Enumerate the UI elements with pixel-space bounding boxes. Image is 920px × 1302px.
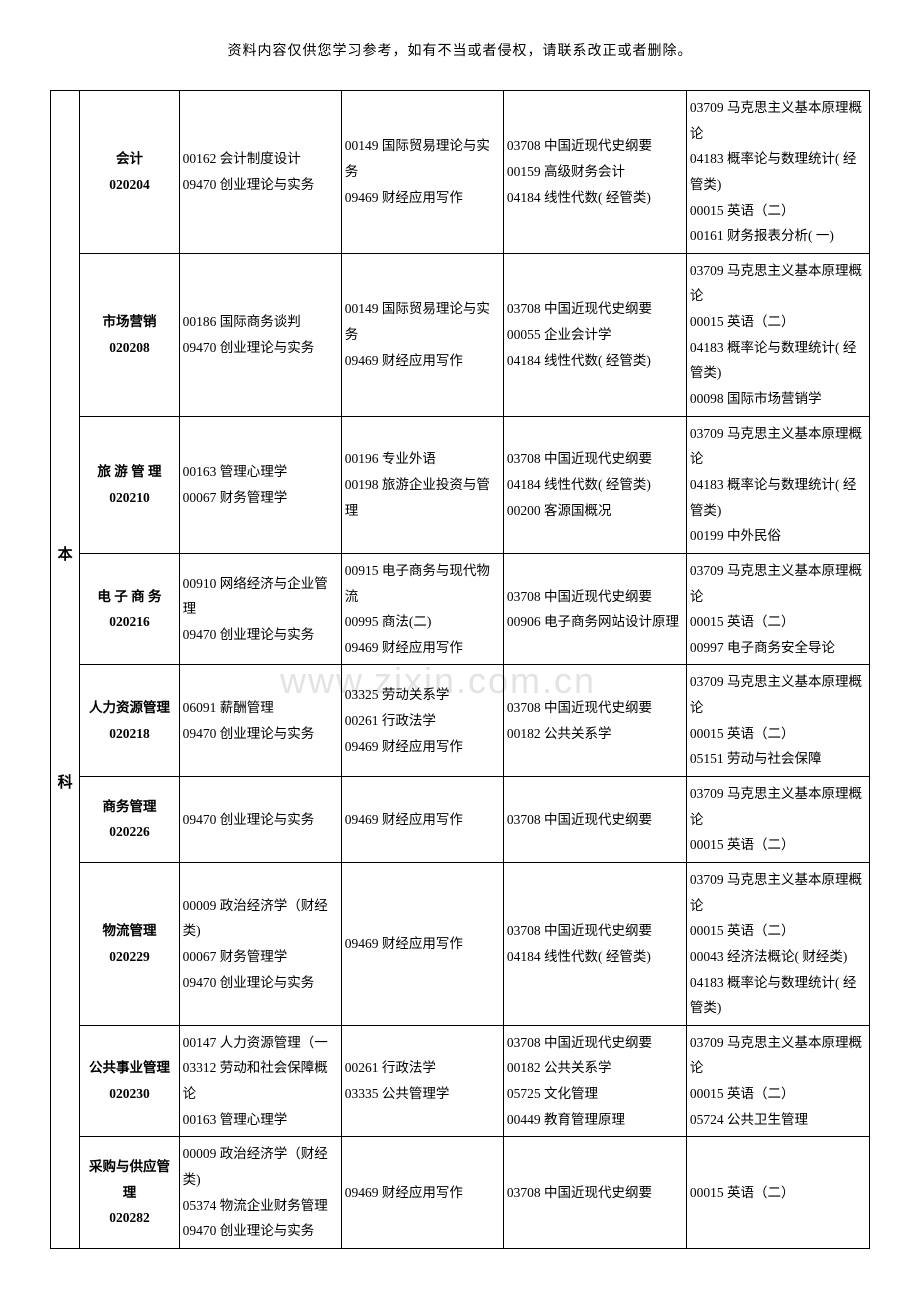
table-row: 旅 游 管 理02021000163 管理心理学00067 财务管理学00196… <box>51 416 870 553</box>
major-code: 020204 <box>83 172 175 198</box>
table-cell: 09470 创业理论与实务 <box>179 777 341 863</box>
header-note: 资料内容仅供您学习参考，如有不当或者侵权，请联系改正或者删除。 <box>50 40 870 60</box>
table-cell: 00915 电子商务与现代物流00995 商法(二)09469 财经应用写作 <box>341 553 503 665</box>
table-cell: 00149 国际贸易理论与实务09469 财经应用写作 <box>341 253 503 416</box>
course-table: 本科会计02020400162 会计制度设计09470 创业理论与实务00149… <box>50 90 870 1249</box>
table-cell: 03708 中国近现代史纲要04184 线性代数( 经管类) <box>503 862 686 1025</box>
major-name: 商务管理 <box>83 794 175 820</box>
table-cell: 06091 薪酬管理09470 创业理论与实务 <box>179 665 341 777</box>
table-cell: 03709 马克思主义基本原理概论00015 英语（二）04183 概率论与数理… <box>686 253 869 416</box>
table-cell: 00186 国际商务谈判09470 创业理论与实务 <box>179 253 341 416</box>
table-cell: 00261 行政法学03335 公共管理学 <box>341 1025 503 1137</box>
major-code: 020226 <box>83 819 175 845</box>
major-cell: 采购与供应管理020282 <box>80 1137 179 1249</box>
major-name: 会计 <box>83 146 175 172</box>
level-cell: 本科 <box>51 91 80 1249</box>
level-char: 本 <box>51 541 79 570</box>
table-cell: 00149 国际贸易理论与实务09469 财经应用写作 <box>341 91 503 254</box>
table-cell: 03708 中国近现代史纲要 <box>503 777 686 863</box>
table-cell: 00162 会计制度设计09470 创业理论与实务 <box>179 91 341 254</box>
table-cell: 09469 财经应用写作 <box>341 862 503 1025</box>
table-row: 本科会计02020400162 会计制度设计09470 创业理论与实务00149… <box>51 91 870 254</box>
table-cell: 03709 马克思主义基本原理概论00015 英语（二）05151 劳动与社会保… <box>686 665 869 777</box>
table-cell: 03709 马克思主义基本原理概论04183 概率论与数理统计( 经管类)000… <box>686 91 869 254</box>
table-cell: 00009 政治经济学（财经类)05374 物流企业财务管理09470 创业理论… <box>179 1137 341 1249</box>
major-name: 物流管理 <box>83 918 175 944</box>
table-row: 人力资源管理02021806091 薪酬管理09470 创业理论与实务03325… <box>51 665 870 777</box>
table-cell: 03709 马克思主义基本原理概论00015 英语（二）00997 电子商务安全… <box>686 553 869 665</box>
table-cell: 09469 财经应用写作 <box>341 777 503 863</box>
major-cell: 公共事业管理020230 <box>80 1025 179 1137</box>
major-code: 020282 <box>83 1205 175 1231</box>
major-cell: 电 子 商 务020216 <box>80 553 179 665</box>
major-code: 020230 <box>83 1081 175 1107</box>
table-cell: 00910 网络经济与企业管理09470 创业理论与实务 <box>179 553 341 665</box>
major-name: 电 子 商 务 <box>83 584 175 610</box>
table-cell: 03708 中国近现代史纲要 <box>503 1137 686 1249</box>
table-cell: 00009 政治经济学（财经类)00067 财务管理学09470 创业理论与实务 <box>179 862 341 1025</box>
major-cell: 会计020204 <box>80 91 179 254</box>
major-name: 旅 游 管 理 <box>83 459 175 485</box>
major-cell: 市场营销020208 <box>80 253 179 416</box>
table-cell: 03709 马克思主义基本原理概论00015 英语（二）05724 公共卫生管理 <box>686 1025 869 1137</box>
major-code: 020229 <box>83 944 175 970</box>
major-cell: 物流管理020229 <box>80 862 179 1025</box>
table-cell: 00163 管理心理学00067 财务管理学 <box>179 416 341 553</box>
table-cell: 00147 人力资源管理（一03312 劳动和社会保障概论00163 管理心理学 <box>179 1025 341 1137</box>
major-name: 采购与供应管理 <box>83 1154 175 1205</box>
table-cell: 03708 中国近现代史纲要00182 公共关系学05725 文化管理00449… <box>503 1025 686 1137</box>
table-cell: 03709 马克思主义基本原理概论04183 概率论与数理统计( 经管类)001… <box>686 416 869 553</box>
major-code: 020210 <box>83 485 175 511</box>
major-cell: 商务管理020226 <box>80 777 179 863</box>
table-cell: 03325 劳动关系学00261 行政法学09469 财经应用写作 <box>341 665 503 777</box>
table-row: 电 子 商 务02021600910 网络经济与企业管理09470 创业理论与实… <box>51 553 870 665</box>
table-row: 商务管理02022609470 创业理论与实务09469 财经应用写作03708… <box>51 777 870 863</box>
major-cell: 人力资源管理020218 <box>80 665 179 777</box>
level-char: 科 <box>51 769 79 798</box>
table-cell: 03708 中国近现代史纲要04184 线性代数( 经管类)00200 客源国概… <box>503 416 686 553</box>
table-row: 采购与供应管理02028200009 政治经济学（财经类)05374 物流企业财… <box>51 1137 870 1249</box>
major-name: 人力资源管理 <box>83 695 175 721</box>
table-cell: 03709 马克思主义基本原理概论00015 英语（二）00043 经济法概论(… <box>686 862 869 1025</box>
major-code: 020208 <box>83 335 175 361</box>
table-cell: 09469 财经应用写作 <box>341 1137 503 1249</box>
major-name: 市场营销 <box>83 309 175 335</box>
table-cell: 00196 专业外语00198 旅游企业投资与管理 <box>341 416 503 553</box>
major-code: 020216 <box>83 609 175 635</box>
table-cell: 03708 中国近现代史纲要00906 电子商务网站设计原理 <box>503 553 686 665</box>
table-row: 物流管理02022900009 政治经济学（财经类)00067 财务管理学094… <box>51 862 870 1025</box>
major-name: 公共事业管理 <box>83 1055 175 1081</box>
table-cell: 03709 马克思主义基本原理概论00015 英语（二） <box>686 777 869 863</box>
table-cell: 03708 中国近现代史纲要00182 公共关系学 <box>503 665 686 777</box>
table-cell: 03708 中国近现代史纲要00159 高级财务会计04184 线性代数( 经管… <box>503 91 686 254</box>
major-code: 020218 <box>83 721 175 747</box>
major-cell: 旅 游 管 理020210 <box>80 416 179 553</box>
table-row: 市场营销02020800186 国际商务谈判09470 创业理论与实务00149… <box>51 253 870 416</box>
table-row: 公共事业管理02023000147 人力资源管理（一03312 劳动和社会保障概… <box>51 1025 870 1137</box>
table-cell: 00015 英语（二） <box>686 1137 869 1249</box>
table-cell: 03708 中国近现代史纲要00055 企业会计学04184 线性代数( 经管类… <box>503 253 686 416</box>
